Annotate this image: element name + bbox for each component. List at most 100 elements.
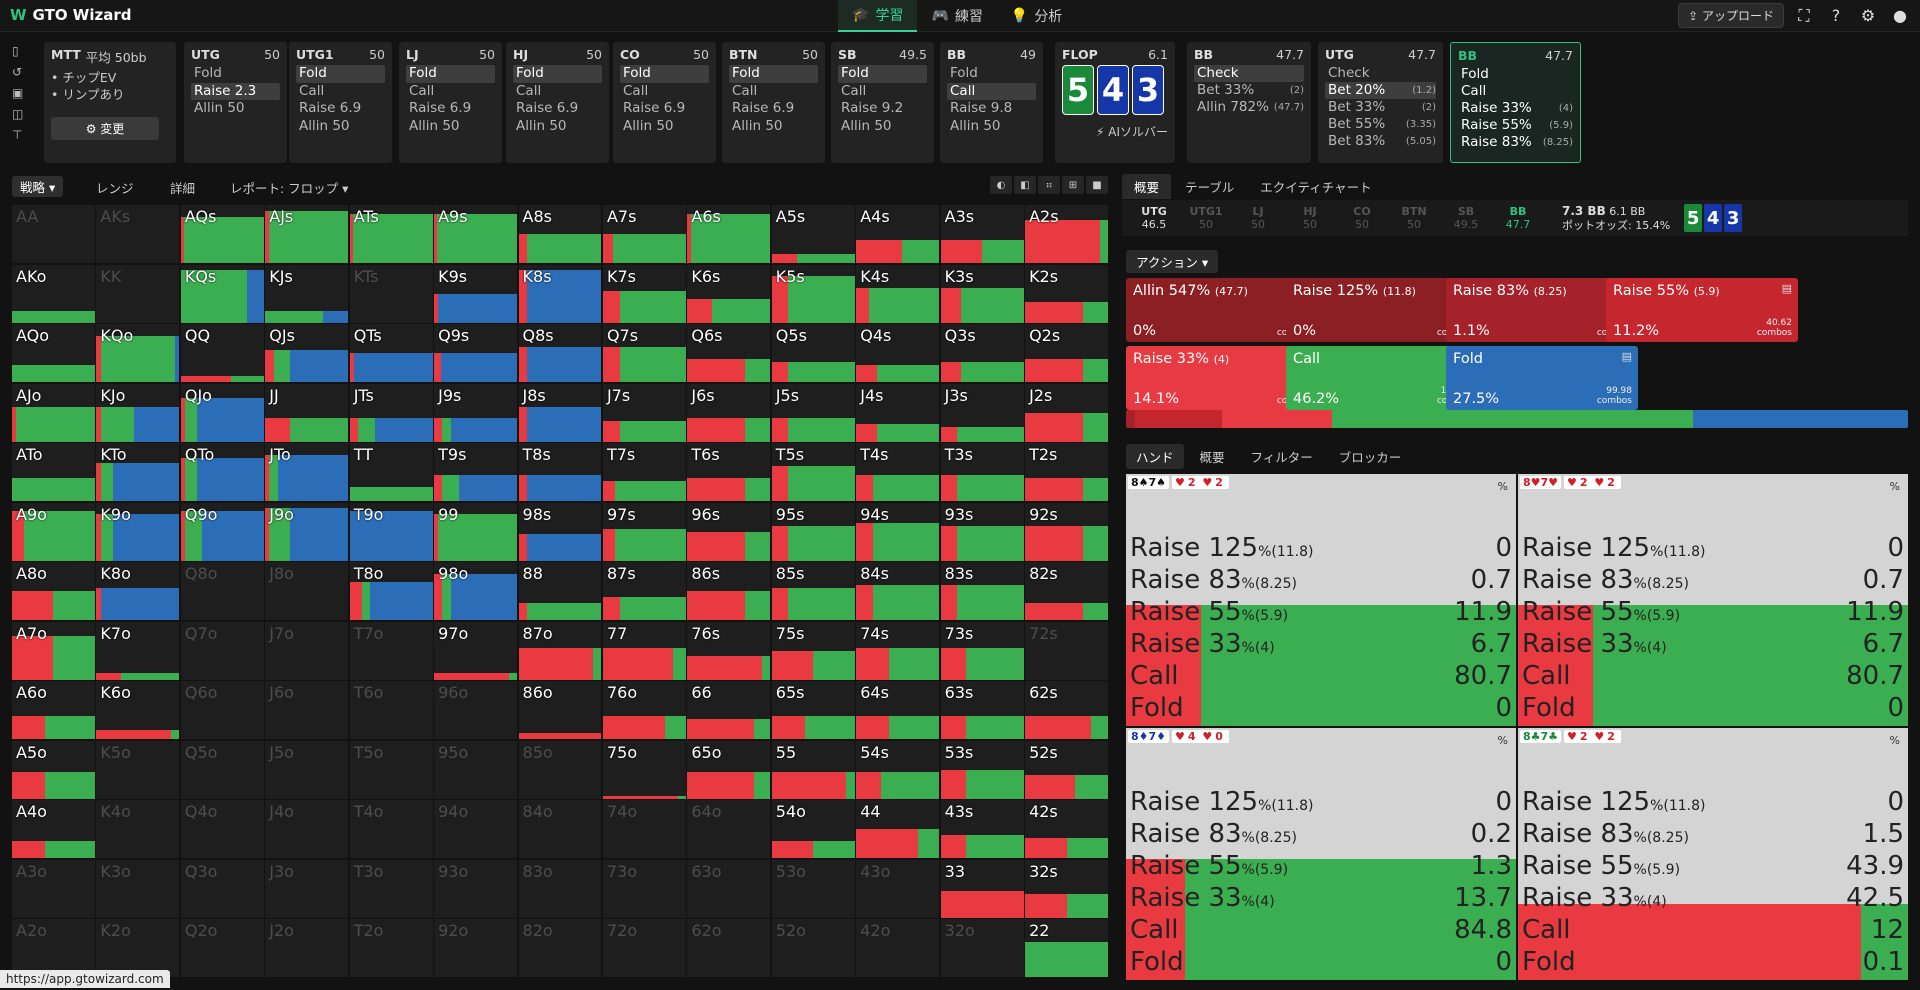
- hand-cell[interactable]: T6s: [687, 443, 771, 501]
- hand-cell[interactable]: KJo: [96, 383, 180, 442]
- action-option[interactable]: Allin 782% (47.7): [1194, 99, 1304, 116]
- action-option[interactable]: Allin 50: [729, 118, 818, 136]
- hand-cell[interactable]: 52o: [771, 919, 855, 977]
- hand-cell[interactable]: J2o: [265, 919, 349, 977]
- hand-cell[interactable]: AQo: [12, 324, 95, 382]
- help-icon[interactable]: ?: [1831, 6, 1841, 25]
- hand-cell[interactable]: T4s: [856, 443, 940, 501]
- hand-cell[interactable]: Q5o: [180, 740, 264, 799]
- position-btn[interactable]: BTN 50: [1388, 205, 1440, 231]
- action-option[interactable]: Raise 33% (4): [1458, 100, 1573, 117]
- hand-cell[interactable]: Q7o: [180, 621, 264, 680]
- position-utg1[interactable]: UTG1 50: [1180, 205, 1232, 231]
- account-icon[interactable]: ●: [1893, 6, 1907, 25]
- hand-cell[interactable]: ATs: [349, 205, 433, 263]
- hand-cell[interactable]: Q3o: [180, 859, 264, 918]
- action-option[interactable]: Bet 33% (2): [1194, 82, 1304, 99]
- hand-cell[interactable]: KK: [96, 264, 180, 323]
- hand-cell[interactable]: 93o: [434, 859, 518, 918]
- hand-cell[interactable]: A6s: [687, 205, 771, 263]
- action-option[interactable]: Raise 6.9: [513, 100, 602, 118]
- action-option[interactable]: Raise 83% (8.25): [1458, 134, 1573, 151]
- hand-cell[interactable]: J3o: [265, 859, 349, 918]
- hand-cell[interactable]: 42s: [1025, 800, 1108, 858]
- hand-cell[interactable]: 92o: [434, 919, 518, 977]
- action-option[interactable]: Fold: [513, 65, 602, 83]
- hand-cell[interactable]: J4s: [856, 383, 940, 442]
- hand-cell[interactable]: TT: [349, 443, 433, 501]
- hand-cell[interactable]: 65s: [771, 681, 855, 739]
- hand-cell[interactable]: K4s: [856, 264, 940, 323]
- nav-tab[interactable]: 🎮 練習: [917, 0, 996, 32]
- hand-cell[interactable]: 72o: [602, 919, 686, 977]
- action-option[interactable]: Allin 50: [406, 118, 495, 136]
- hand-cell[interactable]: K8s: [518, 264, 602, 323]
- action-option[interactable]: Raise 55% (5.9): [1458, 117, 1573, 134]
- hand-cell[interactable]: 33: [940, 859, 1024, 918]
- action-option[interactable]: Allin 50: [513, 118, 602, 136]
- hand-cell[interactable]: 54o: [771, 800, 855, 858]
- action-option[interactable]: Allin 50: [947, 118, 1036, 136]
- hand-cell[interactable]: A3s: [940, 205, 1024, 263]
- hand-cell[interactable]: T8o: [349, 562, 433, 620]
- hand-cell[interactable]: J6s: [687, 383, 771, 442]
- hand-cell[interactable]: 43o: [856, 859, 940, 918]
- action-option[interactable]: Raise 6.9: [729, 100, 818, 118]
- hand-cell[interactable]: 52s: [1025, 740, 1108, 799]
- hand-cell[interactable]: 84s: [856, 562, 940, 620]
- hand-cell[interactable]: A4s: [856, 205, 940, 263]
- hand-cell[interactable]: 32o: [940, 919, 1024, 977]
- hand-cell[interactable]: T5s: [771, 443, 855, 501]
- note-icon[interactable]: ▤: [1781, 282, 1792, 295]
- hand-cell[interactable]: 63s: [940, 681, 1024, 739]
- hand-cell[interactable]: 92s: [1025, 502, 1108, 561]
- hand-cell[interactable]: 53s: [940, 740, 1024, 799]
- screenshot-icon[interactable]: ⛶: [1798, 5, 1810, 25]
- hand-cell[interactable]: K5s: [771, 264, 855, 323]
- hand-cell[interactable]: K6s: [687, 264, 771, 323]
- action-option[interactable]: Raise 6.9: [296, 100, 385, 118]
- hand-cell[interactable]: 83s: [940, 562, 1024, 620]
- hand-cell[interactable]: AA: [12, 205, 95, 263]
- street-card-bb[interactable]: BB 47.7 Check Bet 33% (2) Allin 782% (47.7): [1187, 42, 1311, 163]
- street-card-utg[interactable]: UTG 47.7 Check Bet 20% (1.2) Bet 33% (2) Bet 55…: [1318, 42, 1443, 163]
- hand-cell[interactable]: J8s: [518, 383, 602, 442]
- action-option[interactable]: Bet 20% (1.2): [1325, 82, 1436, 99]
- hand-cell[interactable]: 94o: [434, 800, 518, 858]
- hand-cell[interactable]: T2s: [1025, 443, 1108, 501]
- action-option[interactable]: Raise 9.8: [947, 100, 1036, 118]
- position-bb[interactable]: BB 47.7: [1492, 205, 1544, 231]
- hand-cell[interactable]: T3o: [349, 859, 433, 918]
- hand-cell[interactable]: K7o: [96, 621, 180, 680]
- hand-cell[interactable]: A8o: [12, 562, 95, 620]
- hand-cell[interactable]: Q9o: [180, 502, 264, 561]
- hand-cell[interactable]: 96s: [687, 502, 771, 561]
- gear-icon[interactable]: ⚙: [1860, 6, 1876, 25]
- action-option[interactable]: Call: [947, 82, 1036, 100]
- position-lj[interactable]: LJ 50: [1232, 205, 1284, 231]
- hand-cell[interactable]: 62s: [1025, 681, 1108, 739]
- hand-cell[interactable]: T5o: [349, 740, 433, 799]
- position-utg[interactable]: UTG 46.5: [1128, 205, 1180, 231]
- hand-cell[interactable]: 82s: [1025, 562, 1108, 620]
- tab-overview[interactable]: 概要: [1122, 174, 1172, 199]
- hand-cell[interactable]: 72s: [1025, 621, 1108, 680]
- hand-cell[interactable]: 75o: [602, 740, 686, 799]
- hand-cell[interactable]: Q4s: [856, 324, 940, 382]
- hand-cell[interactable]: Q5s: [771, 324, 855, 382]
- hand-cell[interactable]: 77: [602, 621, 686, 680]
- hand-cell[interactable]: A9s: [434, 205, 518, 263]
- action-option[interactable]: Bet 33% (2): [1325, 99, 1436, 116]
- hand-cell[interactable]: 86s: [687, 562, 771, 620]
- action-option[interactable]: Fold: [620, 65, 709, 83]
- action-option[interactable]: Allin 50: [191, 100, 280, 118]
- combo-card[interactable]: 8♦7♦ ♥ 4 ♥ 0% Raise 125%(11.8) 0 Raise 83%(8.2…: [1126, 728, 1516, 980]
- hand-cell[interactable]: T9o: [349, 502, 433, 561]
- position-card-lj[interactable]: LJ 50 Fold Call Raise 6.9 Allin 50: [399, 42, 502, 163]
- hand-cell[interactable]: 82o: [518, 919, 602, 977]
- hand-cell[interactable]: 22: [1025, 919, 1108, 977]
- hand-cell[interactable]: Q8s: [518, 324, 602, 382]
- hand-cell[interactable]: A3o: [12, 859, 95, 918]
- ai-solver-button[interactable]: ⚡ AIソルバー: [1095, 125, 1168, 139]
- action-option[interactable]: Fold: [838, 65, 927, 83]
